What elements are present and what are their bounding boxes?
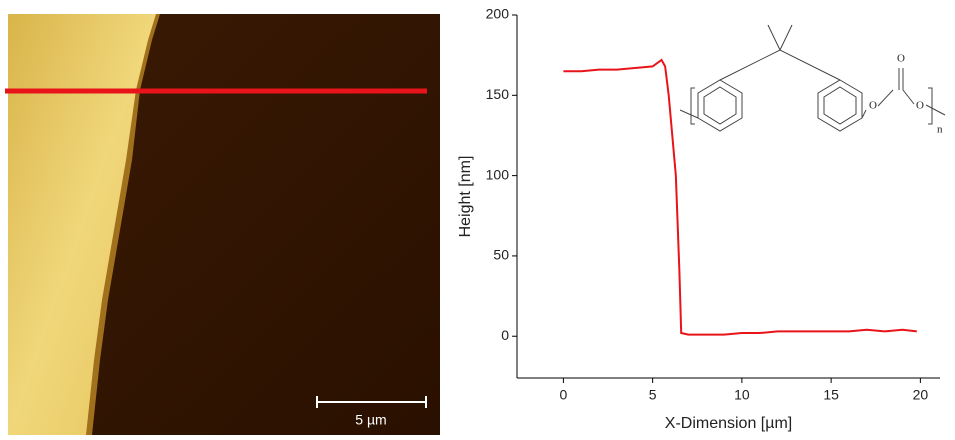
x-tick-label: 10 — [734, 387, 750, 403]
y-axis-label: Height [nm] — [457, 156, 474, 238]
atom-label: O — [897, 53, 905, 65]
x-tick-label: 5 — [649, 387, 657, 403]
x-tick-label: 0 — [560, 387, 568, 403]
atom-label: O — [869, 100, 877, 112]
y-tick-label: 50 — [493, 247, 509, 263]
x-tick-label: 15 — [823, 387, 839, 403]
chemical-structure — [679, 24, 946, 132]
data-line — [563, 58, 917, 336]
afm-image: 5 µm — [5, 14, 440, 435]
atom-label: O — [916, 100, 924, 112]
y-tick-label: 0 — [501, 327, 509, 343]
y-tick-label: 200 — [486, 6, 510, 22]
x-tick-label: 20 — [913, 387, 929, 403]
x-axis-label: X-Dimension [µm] — [665, 415, 792, 432]
y-tick-label: 100 — [486, 166, 510, 182]
y-tick-label: 150 — [486, 86, 510, 102]
scale-bar-label: 5 µm — [355, 412, 386, 428]
subscript: n — [937, 124, 943, 136]
afm-film — [8, 14, 156, 435]
